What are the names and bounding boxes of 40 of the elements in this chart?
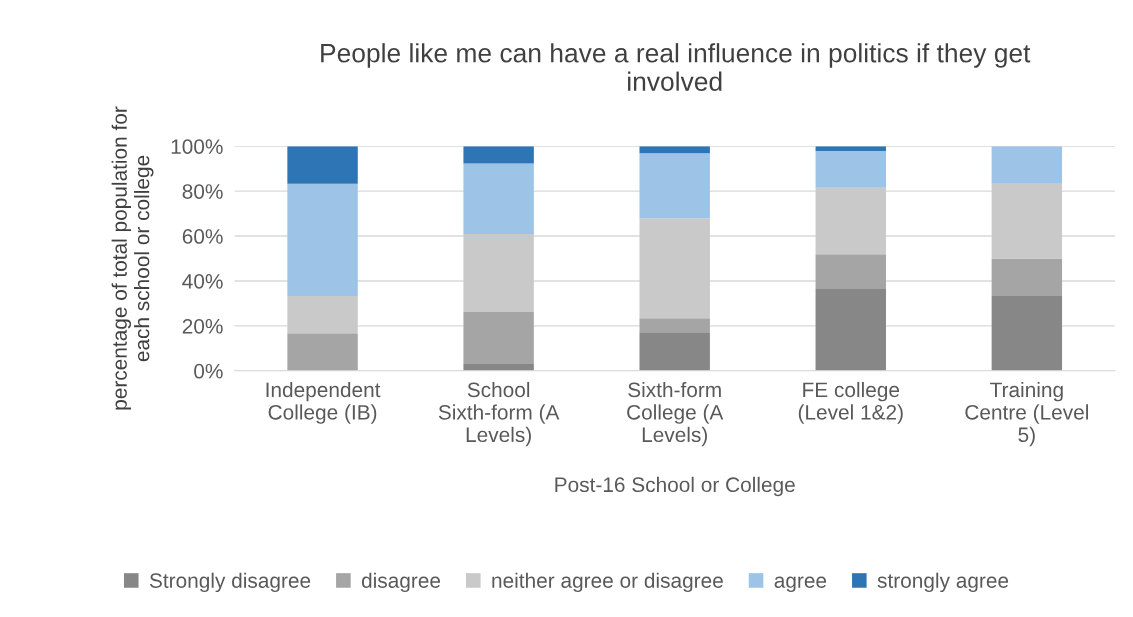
x-axis-title: Post-16 School or College	[555, 476, 795, 497]
bar	[991, 296, 1063, 371]
x-tick-label: FE college (Level 1&2)	[798, 381, 903, 424]
bar	[287, 296, 358, 334]
y-axis-title: percentage of total population for each school or college	[111, 106, 154, 410]
legend-label: disagree	[361, 572, 441, 593]
bar	[287, 333, 358, 371]
x-tick-label: School Sixth-form (A Levels)	[438, 381, 560, 447]
bar	[463, 234, 534, 312]
bar	[287, 183, 358, 297]
y-tick-label: 80%	[182, 184, 223, 199]
legend-label: strongly agree	[877, 572, 1009, 593]
legend-label: neither agree or disagree	[492, 572, 723, 593]
chart-title: People like me can have a real influence in politics if they get involved	[321, 43, 1031, 91]
bar	[639, 318, 710, 333]
bar	[463, 311, 534, 364]
bar	[815, 254, 886, 290]
bar	[991, 258, 1063, 297]
y-tick-label: 0%	[194, 363, 223, 379]
x-tick-label: Sixth-form College (A Levels)	[627, 381, 724, 447]
bar	[639, 218, 710, 319]
y-tick-label: 40%	[182, 273, 223, 289]
bar	[463, 163, 534, 235]
bar	[639, 153, 710, 219]
bar	[815, 289, 886, 371]
y-tick-label: 20%	[182, 318, 223, 334]
bar	[639, 332, 710, 371]
y-tick-label: 60%	[182, 229, 223, 244]
bar	[991, 183, 1063, 259]
bar	[463, 363, 534, 371]
bar	[991, 146, 1063, 184]
x-tick-label: Training Centre (Level 5)	[965, 381, 1088, 447]
legend-label: agree	[774, 576, 827, 593]
x-tick-label: Independent College (IB)	[266, 381, 381, 424]
bar	[287, 146, 358, 184]
bar	[463, 146, 534, 164]
y-tick-label: 100%	[171, 139, 223, 154]
legend-label: Strongly disagree	[149, 572, 311, 593]
bar	[815, 150, 886, 188]
bar	[815, 187, 886, 255]
